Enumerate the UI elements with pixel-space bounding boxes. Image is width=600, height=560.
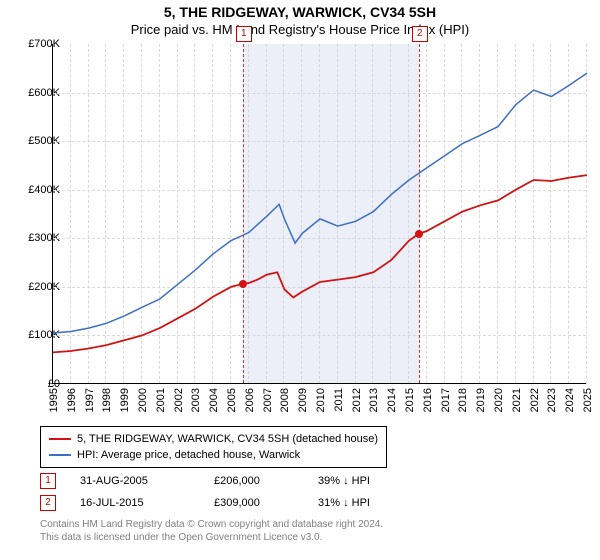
x-tick-label: 2024 (564, 388, 576, 412)
x-tick-label: 2011 (333, 388, 345, 412)
chart-subtitle: Price paid vs. HM Land Registry's House … (0, 20, 600, 41)
event-price: £206,000 (214, 475, 294, 487)
event-num-box: 2 (40, 495, 56, 511)
legend-label: 5, THE RIDGEWAY, WARWICK, CV34 5SH (deta… (77, 431, 378, 447)
x-tick-label: 2001 (155, 388, 167, 412)
event-delta: 39% ↓ HPI (318, 475, 418, 487)
chart-title: 5, THE RIDGEWAY, WARWICK, CV34 5SH (0, 0, 600, 20)
x-tick-label: 1995 (48, 388, 60, 412)
x-tick-label: 1999 (119, 388, 131, 412)
footnote: Contains HM Land Registry data © Crown c… (40, 518, 383, 544)
event-date: 31-AUG-2005 (80, 475, 190, 487)
event-vline-label: 2 (412, 26, 428, 42)
legend-swatch (49, 454, 71, 456)
legend: 5, THE RIDGEWAY, WARWICK, CV34 5SH (deta… (40, 426, 387, 468)
event-table: 1 31-AUG-2005 £206,000 39% ↓ HPI 2 16-JUL-201… (40, 470, 560, 514)
x-tick-label: 2014 (386, 388, 398, 412)
x-tick-label: 2023 (546, 388, 558, 412)
x-tick-label: 2020 (493, 388, 505, 412)
x-tick-label: 2000 (137, 388, 149, 412)
event-vline-label: 1 (236, 26, 252, 42)
plot-area: 12 (52, 44, 586, 384)
x-tick-label: 2017 (440, 388, 452, 412)
x-tick-label: 2005 (226, 388, 238, 412)
x-tick-label: 2012 (351, 388, 363, 412)
legend-item: 5, THE RIDGEWAY, WARWICK, CV34 5SH (deta… (49, 431, 378, 447)
legend-item: HPI: Average price, detached house, Warw… (49, 447, 378, 463)
x-tick-label: 1997 (84, 388, 96, 412)
event-dot (415, 230, 423, 238)
x-tick-label: 2016 (422, 388, 434, 412)
legend-swatch (49, 438, 71, 440)
chart-container: 5, THE RIDGEWAY, WARWICK, CV34 5SH Price… (0, 0, 600, 560)
x-tick-label: 2009 (297, 388, 309, 412)
footnote-line-2: This data is licensed under the Open Gov… (40, 531, 383, 544)
x-tick-label: 2002 (173, 388, 185, 412)
x-tick-label: 2021 (511, 388, 523, 412)
event-vline: 1 (243, 44, 244, 383)
x-tick-label: 2007 (262, 388, 274, 412)
event-num-box: 1 (40, 473, 56, 489)
event-dot (239, 280, 247, 288)
legend-label: HPI: Average price, detached house, Warw… (77, 447, 300, 463)
x-tick-label: 2010 (315, 388, 327, 412)
footnote-line-1: Contains HM Land Registry data © Crown c… (40, 518, 383, 531)
x-tick-label: 1998 (101, 388, 113, 412)
x-tick-label: 2004 (208, 388, 220, 412)
x-tick-label: 1996 (66, 388, 78, 412)
event-row: 1 31-AUG-2005 £206,000 39% ↓ HPI (40, 470, 560, 492)
x-tick-label: 2019 (475, 388, 487, 412)
x-tick-label: 2018 (457, 388, 469, 412)
x-tick-label: 2008 (279, 388, 291, 412)
x-tick-label: 2003 (190, 388, 202, 412)
x-tick-label: 2013 (368, 388, 380, 412)
event-row: 2 16-JUL-2015 £309,000 31% ↓ HPI (40, 492, 560, 514)
x-tick-label: 2022 (529, 388, 541, 412)
x-tick-label: 2025 (582, 388, 594, 412)
event-delta: 31% ↓ HPI (318, 497, 418, 509)
x-tick-label: 2006 (244, 388, 256, 412)
event-price: £309,000 (214, 497, 294, 509)
event-date: 16-JUL-2015 (80, 497, 190, 509)
event-vline: 2 (419, 44, 420, 383)
x-tick-label: 2015 (404, 388, 416, 412)
